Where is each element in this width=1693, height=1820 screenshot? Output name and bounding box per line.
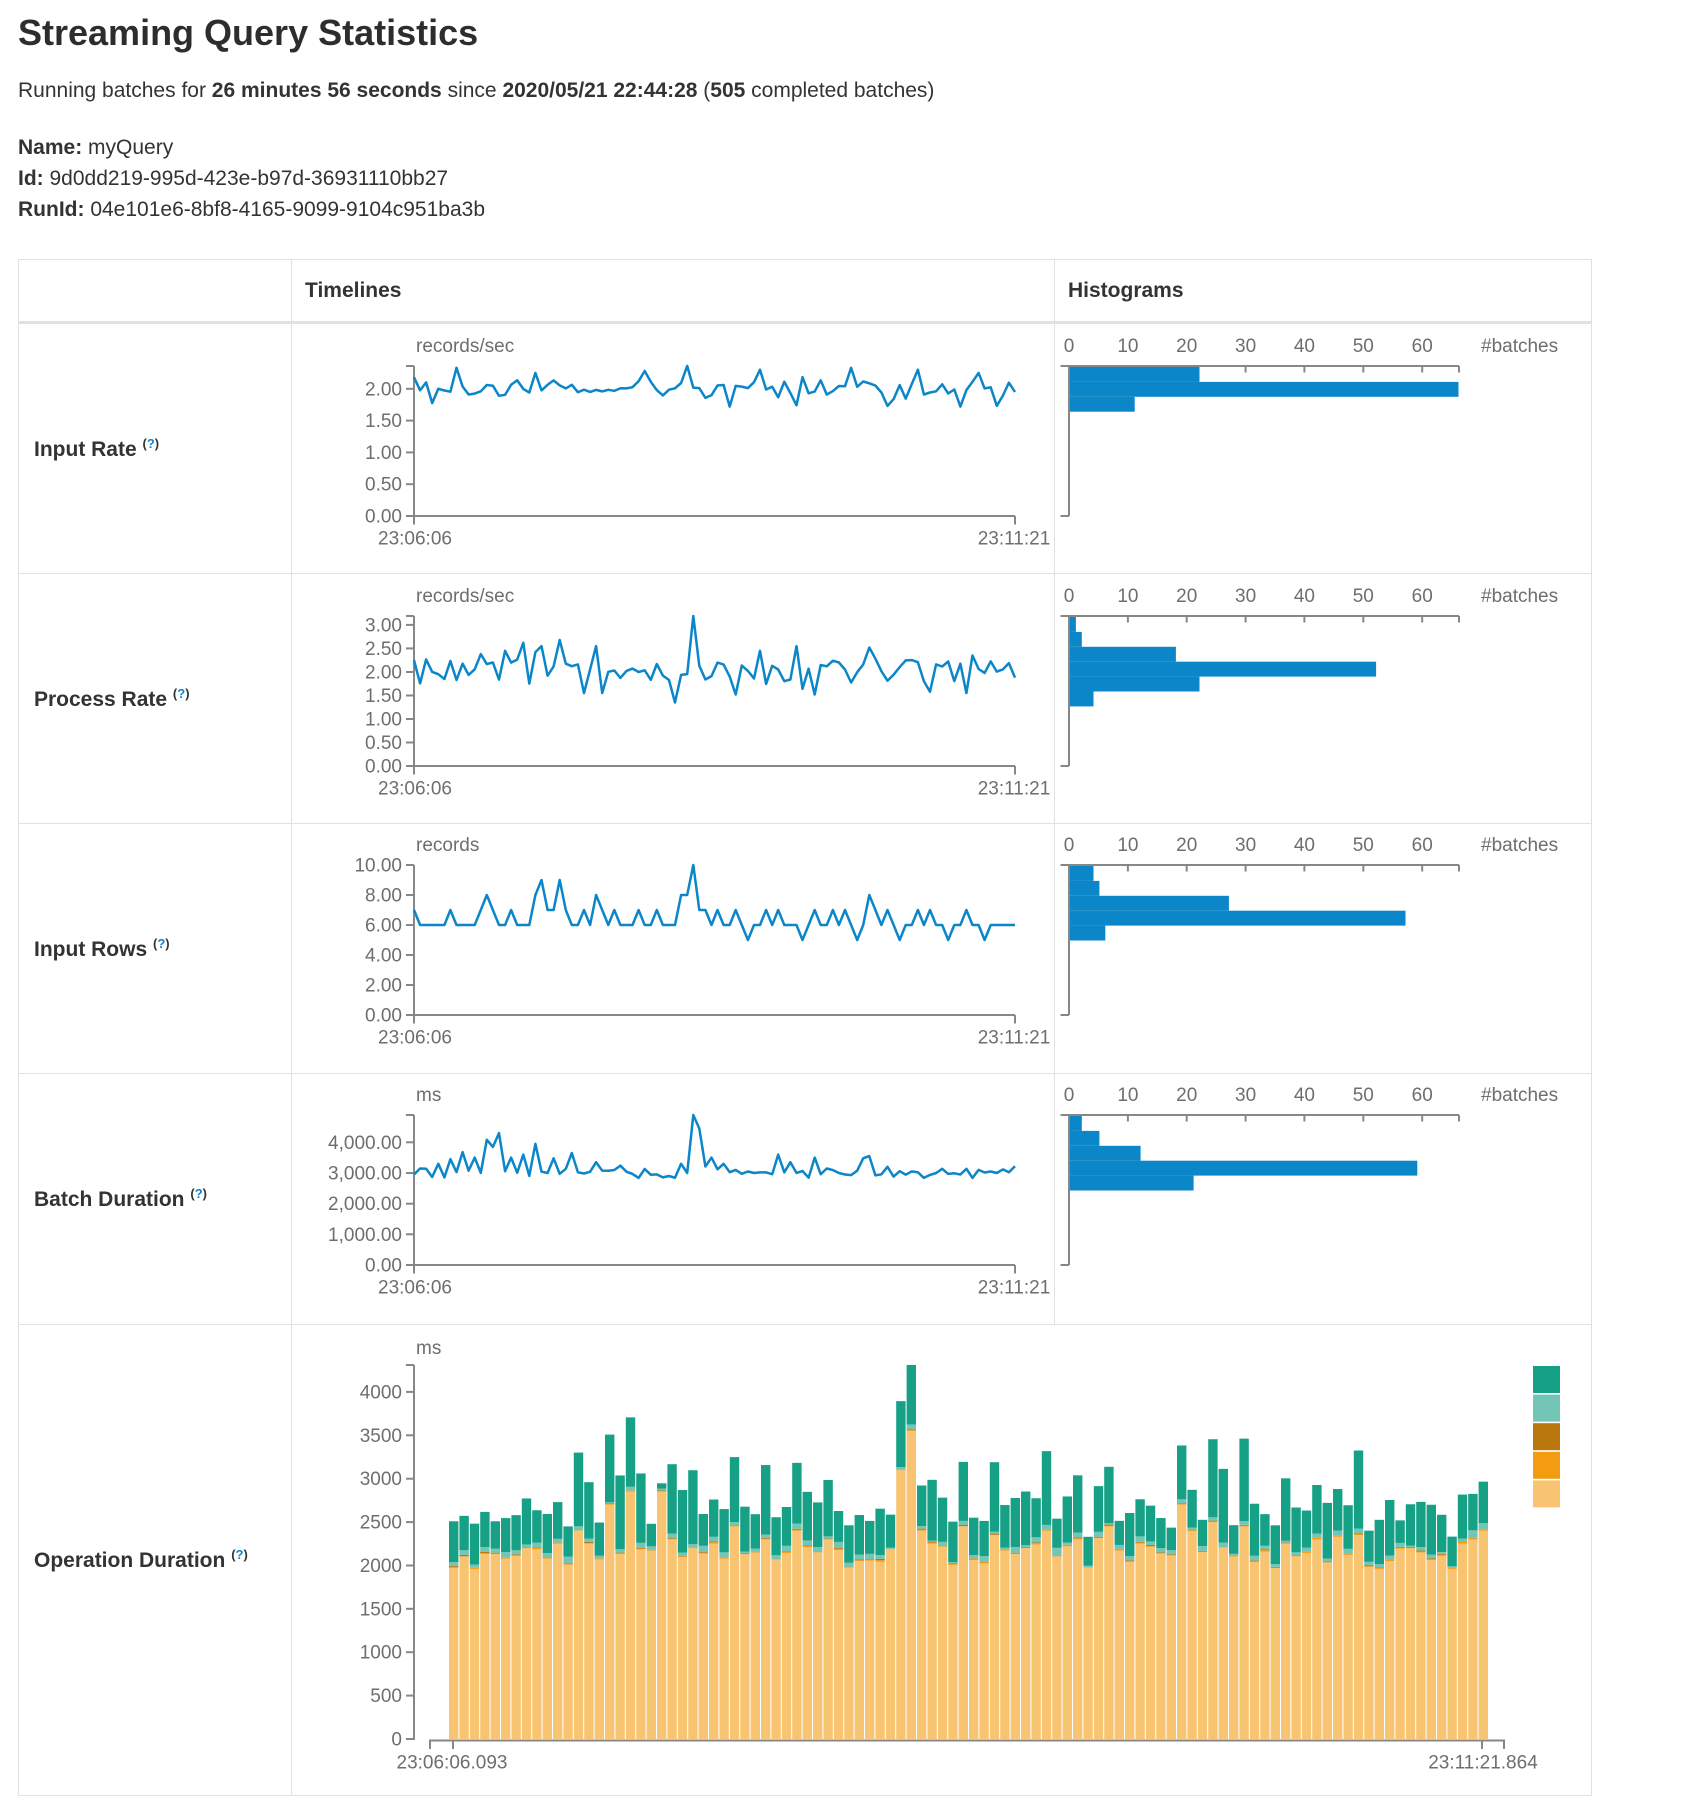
svg-text:2.00: 2.00 <box>365 663 402 684</box>
svg-text:30: 30 <box>1235 1085 1256 1106</box>
svg-text:1.50: 1.50 <box>365 686 402 707</box>
svg-text:30: 30 <box>1235 586 1256 607</box>
svg-text:4,000.00: 4,000.00 <box>328 1133 402 1154</box>
svg-text:2.00: 2.00 <box>365 379 402 400</box>
svg-text:0: 0 <box>391 1730 402 1751</box>
svg-text:500: 500 <box>370 1686 402 1707</box>
svg-text:2.50: 2.50 <box>365 639 402 660</box>
svg-text:10: 10 <box>1117 586 1138 607</box>
svg-text:3500: 3500 <box>360 1426 402 1447</box>
svg-text:50: 50 <box>1353 586 1374 607</box>
svg-text:60: 60 <box>1412 586 1433 607</box>
svg-text:50: 50 <box>1353 336 1374 357</box>
svg-text:2,000.00: 2,000.00 <box>328 1194 402 1215</box>
svg-text:1,000.00: 1,000.00 <box>328 1225 402 1246</box>
svg-text:30: 30 <box>1235 336 1256 357</box>
svg-text:60: 60 <box>1412 336 1433 357</box>
svg-text:23:11:21: 23:11:21 <box>978 529 1051 550</box>
svg-text:23:06:06.093: 23:06:06.093 <box>397 1753 508 1774</box>
svg-text:20: 20 <box>1176 586 1197 607</box>
svg-text:0: 0 <box>1064 586 1075 607</box>
svg-text:0.00: 0.00 <box>365 1006 402 1027</box>
svg-text:4.00: 4.00 <box>365 946 402 967</box>
svg-text:1.00: 1.00 <box>365 443 402 464</box>
svg-text:0.00: 0.00 <box>365 507 402 528</box>
svg-text:10: 10 <box>1117 835 1138 856</box>
svg-text:#batches: #batches <box>1481 336 1558 357</box>
svg-text:1000: 1000 <box>360 1643 402 1664</box>
svg-text:2.00: 2.00 <box>365 976 402 997</box>
svg-text:0.00: 0.00 <box>365 757 402 778</box>
svg-text:23:06:06: 23:06:06 <box>378 1028 452 1049</box>
svg-text:40: 40 <box>1294 835 1315 856</box>
svg-text:0: 0 <box>1064 835 1075 856</box>
svg-text:8.00: 8.00 <box>365 886 402 907</box>
svg-text:20: 20 <box>1176 835 1197 856</box>
svg-text:1500: 1500 <box>360 1599 402 1620</box>
svg-text:60: 60 <box>1412 1085 1433 1106</box>
svg-text:#batches: #batches <box>1481 835 1558 856</box>
svg-text:23:06:06: 23:06:06 <box>378 1278 452 1299</box>
svg-text:2000: 2000 <box>360 1556 402 1577</box>
svg-text:30: 30 <box>1235 835 1256 856</box>
svg-text:2500: 2500 <box>360 1513 402 1534</box>
svg-text:23:11:21: 23:11:21 <box>978 1278 1051 1299</box>
svg-text:0: 0 <box>1064 1085 1075 1106</box>
svg-text:23:11:21.864: 23:11:21.864 <box>1428 1753 1538 1774</box>
svg-text:0.00: 0.00 <box>365 1256 402 1277</box>
svg-text:3000: 3000 <box>360 1469 402 1490</box>
svg-text:20: 20 <box>1176 336 1197 357</box>
svg-text:50: 50 <box>1353 1085 1374 1106</box>
svg-text:#batches: #batches <box>1481 586 1558 607</box>
svg-text:6.00: 6.00 <box>365 916 402 937</box>
svg-text:0.50: 0.50 <box>365 733 402 754</box>
svg-text:0: 0 <box>1064 336 1075 357</box>
svg-text:20: 20 <box>1176 1085 1197 1106</box>
svg-text:50: 50 <box>1353 835 1374 856</box>
svg-text:10.00: 10.00 <box>354 856 402 877</box>
svg-text:1.00: 1.00 <box>365 710 402 731</box>
svg-text:40: 40 <box>1294 1085 1315 1106</box>
svg-text:records/sec: records/sec <box>416 586 514 607</box>
svg-text:0.50: 0.50 <box>365 475 402 496</box>
svg-text:40: 40 <box>1294 336 1315 357</box>
svg-text:records: records <box>416 835 479 856</box>
svg-text:10: 10 <box>1117 336 1138 357</box>
svg-text:#batches: #batches <box>1481 1085 1558 1106</box>
svg-text:60: 60 <box>1412 835 1433 856</box>
svg-text:ms: ms <box>416 1338 441 1359</box>
svg-text:1.50: 1.50 <box>365 411 402 432</box>
svg-text:23:06:06: 23:06:06 <box>378 529 452 550</box>
svg-text:23:06:06: 23:06:06 <box>378 779 452 800</box>
svg-text:23:11:21: 23:11:21 <box>978 779 1051 800</box>
svg-text:records/sec: records/sec <box>416 336 514 357</box>
svg-text:ms: ms <box>416 1085 441 1106</box>
svg-text:3,000.00: 3,000.00 <box>328 1164 402 1185</box>
svg-text:4000: 4000 <box>360 1382 402 1403</box>
svg-text:3.00: 3.00 <box>365 615 402 636</box>
svg-text:23:11:21: 23:11:21 <box>978 1028 1051 1049</box>
svg-text:10: 10 <box>1117 1085 1138 1106</box>
svg-text:40: 40 <box>1294 586 1315 607</box>
